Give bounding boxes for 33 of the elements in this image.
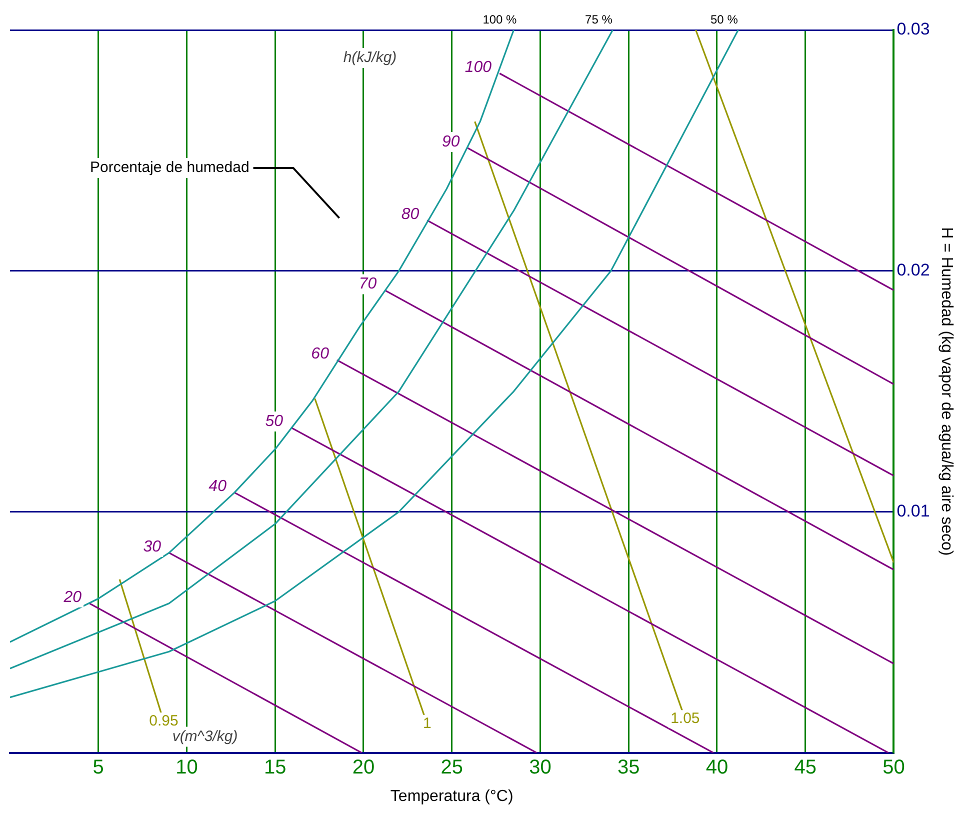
- series-label: 75 %: [585, 12, 613, 26]
- x-tick-label: 35: [617, 756, 640, 778]
- series-label: 1.05: [670, 710, 700, 728]
- annotation: v(m^3/kg): [172, 728, 238, 745]
- series-label: 90: [442, 134, 460, 151]
- series-label: 50: [265, 412, 284, 430]
- series-label: 50 %: [710, 12, 738, 26]
- x-tick-label: 40: [706, 756, 728, 778]
- series-label: 30: [143, 538, 162, 556]
- x-tick-label: 25: [440, 756, 463, 778]
- y-axis-title: H = Humedad (kg vapor de agua/kg aire seco): [938, 227, 955, 556]
- series-label: 70: [358, 276, 377, 293]
- series-label: 100: [464, 58, 492, 76]
- series-label: 80: [401, 206, 420, 223]
- series-label: 0.95: [149, 712, 178, 730]
- annotation: Porcentaje de humedad: [90, 159, 250, 176]
- y-tick-label: 0.02: [896, 260, 930, 280]
- x-axis-title: Temperatura (°C): [390, 788, 514, 805]
- x-tick-label: 45: [794, 756, 816, 778]
- series-label: 1: [422, 715, 432, 732]
- y-tick-label: 0.03: [896, 20, 930, 39]
- series-label: 100 %: [482, 12, 518, 26]
- series-label: 60: [311, 346, 330, 363]
- series-label: 20: [62, 588, 82, 606]
- x-tick-label: 20: [352, 756, 375, 778]
- y-tick-label: 0.01: [896, 502, 930, 521]
- series-label: 40: [208, 478, 227, 496]
- x-tick-label: 10: [176, 756, 198, 778]
- x-tick-label: 50: [882, 756, 905, 778]
- x-tick-label: 15: [264, 756, 286, 778]
- x-tick-label: 30: [529, 756, 552, 778]
- annotation: h(kJ/kg): [343, 49, 397, 66]
- x-tick-label: 5: [92, 756, 104, 778]
